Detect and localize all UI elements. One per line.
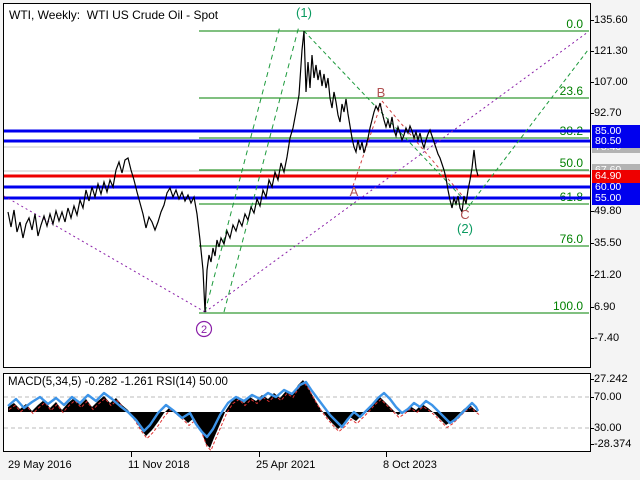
price-axis-label: 6.90	[594, 301, 616, 313]
price-axis-label: 92.70	[594, 107, 622, 119]
indicator-axis-tick	[590, 444, 594, 445]
projection-from-c-trendline	[465, 49, 589, 211]
indicator-axis-tick	[590, 379, 594, 380]
chart-title: WTI, Weekly: WTI US Crude Oil - Spot	[9, 8, 219, 22]
fib-label: 100.0	[553, 299, 583, 313]
wave-label: A	[350, 184, 359, 199]
price-axis-label: 121.30	[594, 45, 628, 57]
wave-label: B	[377, 85, 386, 100]
wave-2-label: 2	[201, 324, 207, 336]
rsi-line	[7, 380, 480, 439]
fib-label: 23.6	[560, 84, 584, 98]
blue-price-badge: 55.00	[592, 192, 640, 205]
time-axis-label: 11 Nov 2018	[128, 459, 190, 471]
indicator-axis-tick	[590, 397, 594, 398]
macd-histogram-area	[8, 380, 478, 448]
time-axis-tick	[259, 452, 260, 457]
wave-label: C	[460, 207, 469, 222]
time-axis-tick	[131, 452, 132, 457]
blue-price-badge: 80.50	[592, 135, 640, 148]
wave-2-circle	[195, 320, 213, 338]
price-axis-tick	[590, 307, 594, 308]
blue-price-badge: 60.00	[592, 181, 640, 194]
time-axis-label: 25 Apr 2021	[256, 459, 316, 471]
price-axis-tick	[590, 82, 594, 83]
price-axis-tick	[590, 275, 594, 276]
support-into-low-trendline	[4, 195, 206, 313]
price-axis-tick	[590, 243, 594, 244]
price-axis-tick	[590, 113, 594, 114]
fib-label: 50.0	[560, 156, 584, 170]
decline-from-peak-trendline	[303, 30, 471, 207]
price-axis-label: -7.40	[594, 332, 620, 344]
macd-signal-line	[8, 381, 480, 451]
red-price-badge: 64.90	[592, 170, 640, 183]
price-axis-label: 35.50	[594, 237, 622, 249]
indicator-axis-label: 70.00	[594, 391, 622, 403]
price-axis-tick	[590, 20, 594, 21]
time-axis-tick	[386, 452, 387, 457]
indicator-axis-tick	[590, 428, 594, 429]
price-axis-label: 107.00	[594, 76, 628, 88]
impulse-channel-left-trendline	[204, 25, 281, 313]
price-chart-panel[interactable]: WTI, Weekly: WTI US Crude Oil - Spot 0.0…	[3, 3, 591, 368]
blue-price-badge: 85.00	[592, 125, 640, 138]
fib-label: 0.0	[566, 17, 583, 31]
wave-label: (1)	[296, 5, 312, 20]
price-axis-tick	[590, 338, 594, 339]
price-axis-label: 21.20	[594, 269, 622, 281]
wave-bc-line-trendline	[381, 100, 467, 201]
wave-ab-line-trendline	[352, 100, 383, 187]
projection-up-trendline	[204, 31, 589, 313]
fib-label: 76.0	[560, 232, 584, 246]
price-axis-label: 135.60	[594, 14, 628, 26]
price-axis-label: 49.80	[594, 205, 622, 217]
wave-label: (2)	[457, 221, 473, 236]
indicator-canvas[interactable]	[4, 374, 590, 451]
indicator-panel[interactable]: MACD(5,34,5) -0.282 -1.261 RSI(14) 50.00	[3, 373, 591, 452]
indicator-axis-label: 27.242	[594, 373, 628, 385]
macd-rsi-readout: MACD(5,34,5) -0.282 -1.261 RSI(14) 50.00	[8, 376, 228, 388]
price-axis-tick	[590, 51, 594, 52]
indicator-axis-label: -28.374	[594, 438, 632, 450]
time-axis-label: 29 May 2016	[8, 459, 72, 471]
price-axis-tick	[590, 211, 594, 212]
indicator-axis-label: 30.00	[594, 422, 622, 434]
price-series	[7, 30, 479, 313]
impulse-channel-right-trendline	[223, 25, 300, 313]
time-axis-label: 8 Oct 2023	[383, 459, 437, 471]
